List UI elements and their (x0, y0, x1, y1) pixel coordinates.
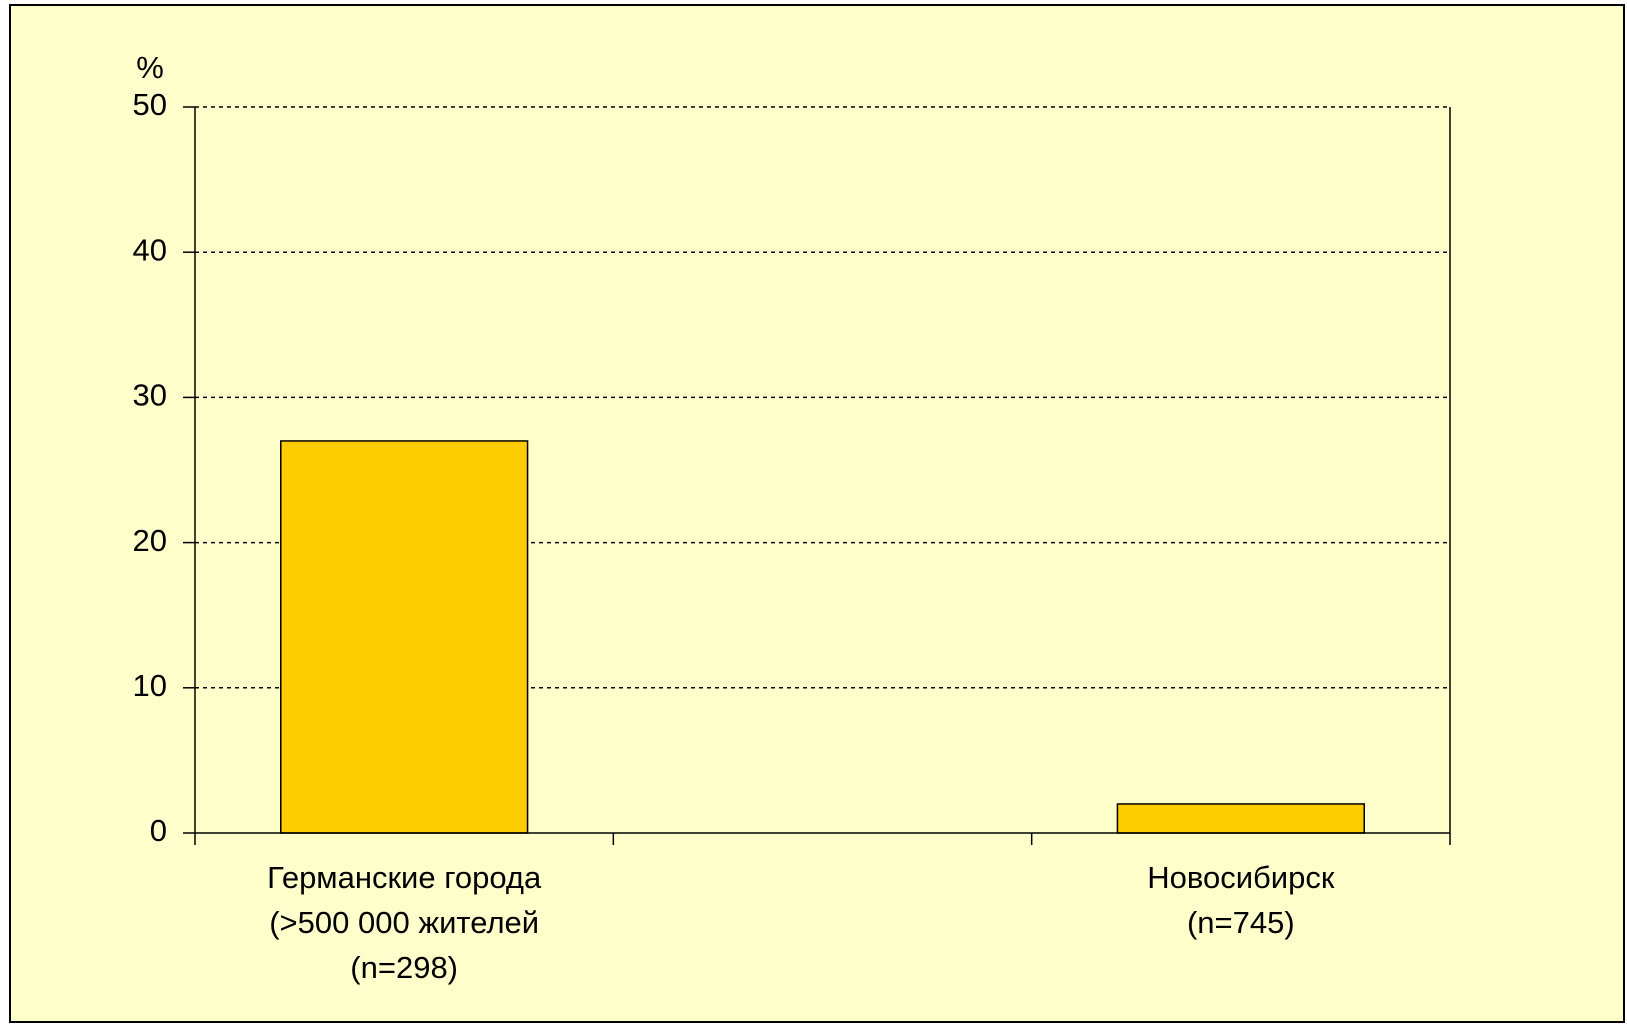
y-tick-label: 0 (150, 813, 167, 848)
y-axis-label: % (136, 50, 164, 85)
y-tick-label: 40 (133, 232, 167, 267)
bar (280, 440, 529, 834)
x-tick-label: Германские города (>500 000 жителей (n=298… (267, 860, 542, 985)
chart-frame (9, 4, 1625, 1023)
y-tick-label: 30 (133, 378, 167, 413)
y-tick-label: 50 (133, 87, 167, 122)
y-tick-label: 20 (133, 523, 167, 558)
y-tick-label: 10 (133, 668, 167, 703)
x-tick-label: Новосибирск (n=745) (1147, 860, 1335, 940)
bar (1116, 803, 1365, 834)
